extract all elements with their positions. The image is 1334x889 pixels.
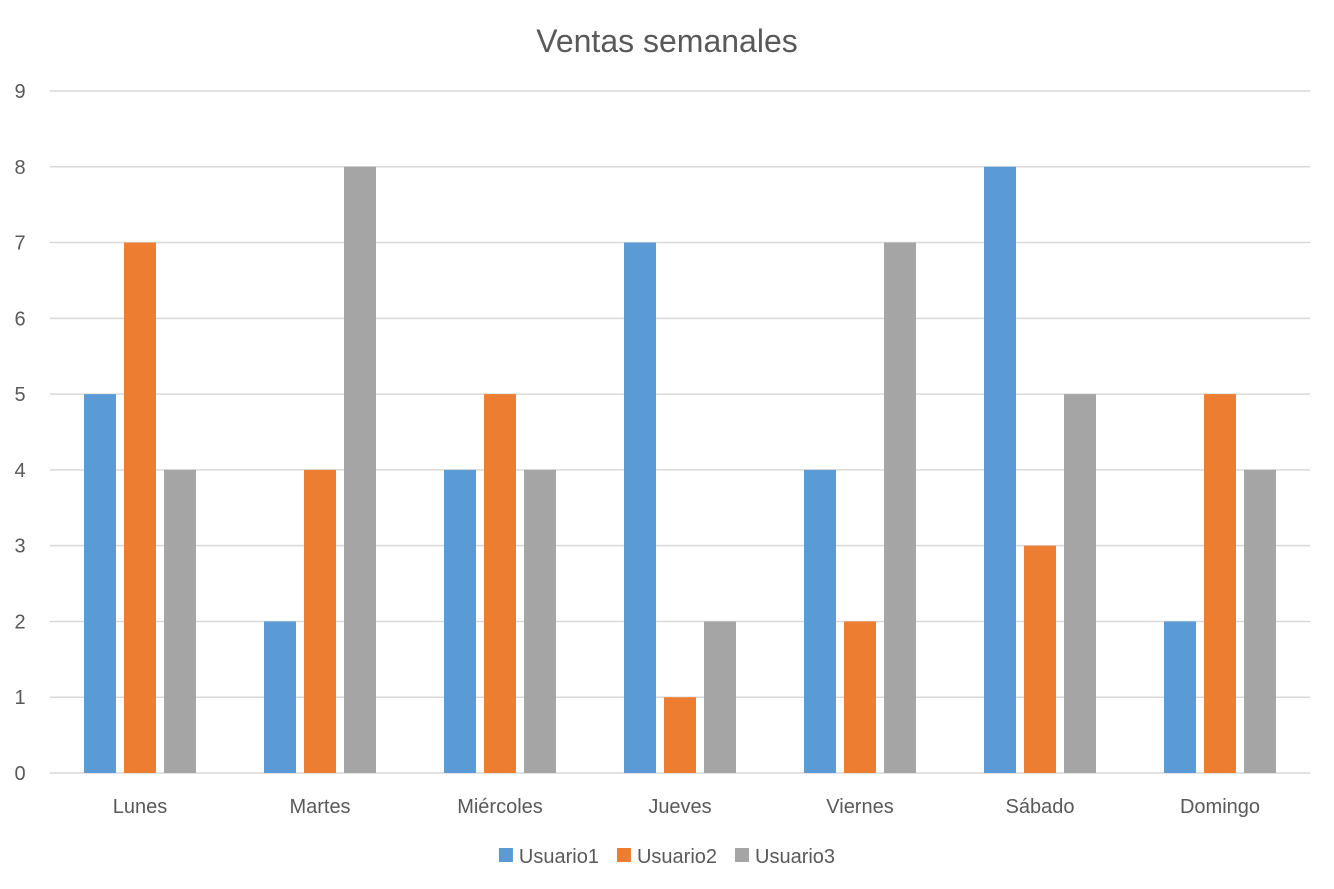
legend-label: Usuario3 xyxy=(755,846,835,868)
bar-usuario3-5 xyxy=(1064,394,1096,773)
bar-usuario1-5 xyxy=(984,166,1016,773)
bar-usuario3-3 xyxy=(704,621,736,773)
y-tick-label: 6 xyxy=(14,308,25,330)
bar-usuario2-0 xyxy=(124,242,156,774)
legend-item-usuario1: Usuario1 xyxy=(498,846,599,868)
legend-label: Usuario1 xyxy=(519,846,599,868)
legend: Usuario1 Usuario2 Usuario3 xyxy=(498,846,835,868)
y-tick-label: 3 xyxy=(14,536,25,558)
legend-item-usuario3: Usuario3 xyxy=(735,846,835,868)
x-tick-label: Jueves xyxy=(648,796,711,818)
y-tick-label: 0 xyxy=(14,763,25,785)
legend-swatch xyxy=(735,848,750,862)
x-tick-label: Lunes xyxy=(113,796,168,818)
legend-item-usuario2: Usuario2 xyxy=(616,846,717,868)
bar-usuario3-6 xyxy=(1244,469,1276,773)
y-tick-label: 9 xyxy=(14,81,25,103)
bar-usuario3-4 xyxy=(884,242,916,774)
x-axis-tick-labels: Lunes Martes Miércoles Jueves Viernes Sábado D… xyxy=(113,796,1260,818)
legend-swatch xyxy=(498,848,513,862)
bar-usuario1-4 xyxy=(804,469,836,773)
bar-usuario3-2 xyxy=(524,469,556,773)
bar-usuario1-3 xyxy=(624,242,656,774)
bar-usuario1-0 xyxy=(84,394,116,773)
y-tick-label: 2 xyxy=(14,611,25,633)
bar-usuario1-1 xyxy=(264,621,296,773)
x-tick-label: Miércoles xyxy=(457,796,543,818)
bar-usuario2-5 xyxy=(1024,545,1056,773)
y-tick-label: 5 xyxy=(14,384,25,406)
legend-label: Usuario2 xyxy=(637,846,717,868)
bar-usuario3-1 xyxy=(344,166,376,773)
y-tick-label: 4 xyxy=(14,460,25,482)
bar-usuario2-3 xyxy=(664,697,696,773)
y-axis-tick-labels: 0 1 2 3 4 5 6 7 8 9 xyxy=(14,81,25,785)
chart-title: Ventas semanales xyxy=(536,23,798,59)
y-tick-label: 1 xyxy=(14,687,25,709)
y-tick-label: 7 xyxy=(14,233,25,255)
bar-usuario2-2 xyxy=(484,394,516,773)
bar-usuario2-1 xyxy=(304,469,336,773)
gridlines xyxy=(50,90,1310,774)
x-tick-label: Sábado xyxy=(1006,796,1075,818)
bar-usuario3-0 xyxy=(164,469,196,773)
x-tick-label: Domingo xyxy=(1180,796,1260,818)
x-tick-label: Viernes xyxy=(826,796,893,818)
legend-swatch xyxy=(616,848,631,862)
bar-usuario2-4 xyxy=(844,621,876,773)
bars xyxy=(84,166,1276,774)
bar-usuario1-6 xyxy=(1164,621,1196,773)
bar-usuario1-2 xyxy=(444,469,476,773)
x-tick-label: Martes xyxy=(289,796,350,818)
y-tick-label: 8 xyxy=(14,157,25,179)
bar-usuario2-6 xyxy=(1204,394,1236,773)
